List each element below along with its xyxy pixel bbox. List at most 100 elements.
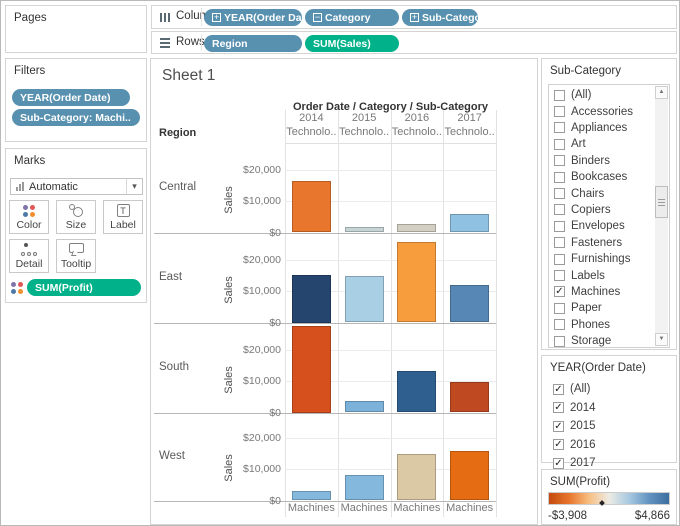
filter-item-envelopes[interactable]: Envelopes bbox=[549, 218, 669, 234]
bar[interactable] bbox=[450, 381, 490, 413]
filter-item-chairs[interactable]: Chairs bbox=[549, 185, 669, 201]
subcategory-header[interactable]: Technolo.. bbox=[444, 126, 495, 138]
checkbox[interactable] bbox=[554, 237, 565, 249]
bar[interactable] bbox=[397, 223, 437, 233]
x-axis-label[interactable]: Machines bbox=[446, 502, 494, 514]
x-axis-label[interactable]: Machines bbox=[287, 502, 335, 514]
filter-item-furnishings[interactable]: Furnishings bbox=[549, 251, 669, 267]
checkbox[interactable]: ✓ bbox=[553, 420, 564, 432]
bar[interactable] bbox=[291, 491, 331, 501]
bar[interactable] bbox=[397, 454, 437, 501]
scrollbar-thumb[interactable] bbox=[655, 186, 668, 218]
bar[interactable] bbox=[450, 284, 490, 323]
checkbox[interactable] bbox=[554, 270, 565, 282]
tooltip-button[interactable]: Tooltip bbox=[56, 239, 96, 273]
year-header[interactable]: 2014 bbox=[299, 112, 324, 124]
bar[interactable] bbox=[450, 451, 490, 501]
region-row-label[interactable]: East bbox=[159, 270, 183, 283]
filter-item--all-[interactable]: ✓ (All) bbox=[548, 380, 670, 399]
filter-item-labels[interactable]: Labels bbox=[549, 267, 669, 283]
filter-item-storage[interactable]: Storage bbox=[549, 333, 669, 347]
bar[interactable] bbox=[291, 325, 331, 413]
rows-pill-sum-sales-[interactable]: SUM(Sales) bbox=[305, 35, 399, 52]
expand-collapse-icon[interactable]: + bbox=[212, 12, 221, 22]
subcategory-header[interactable]: Technolo.. bbox=[339, 126, 390, 138]
filter-item-2015[interactable]: ✓ 2015 bbox=[548, 417, 670, 436]
scrollbar[interactable]: ▲ ▼ bbox=[655, 86, 668, 346]
pages-shelf[interactable]: Pages bbox=[5, 5, 147, 53]
scroll-up-icon[interactable]: ▲ bbox=[655, 86, 668, 99]
subcategory-header[interactable]: Technolo.. bbox=[286, 126, 337, 138]
rows-pill-region[interactable]: Region bbox=[204, 35, 302, 52]
checkbox[interactable] bbox=[554, 122, 565, 134]
color-button[interactable]: Color bbox=[9, 200, 49, 234]
subcategory-header[interactable]: Technolo.. bbox=[391, 126, 442, 138]
filter-pill-year-order-date-[interactable]: YEAR(Order Date) bbox=[12, 89, 130, 106]
scroll-down-icon[interactable]: ▼ bbox=[655, 333, 668, 346]
mark-type-dropdown[interactable]: Automatic ▾ bbox=[10, 178, 143, 195]
expand-collapse-icon[interactable]: − bbox=[313, 12, 322, 22]
gradient-marker[interactable] bbox=[598, 500, 605, 506]
filter-item-accessories[interactable]: Accessories bbox=[549, 103, 669, 119]
chevron-down-icon[interactable]: ▾ bbox=[126, 179, 142, 194]
bar[interactable] bbox=[344, 474, 384, 501]
filter-item-art[interactable]: Art bbox=[549, 136, 669, 152]
profit-encoding-pill[interactable]: SUM(Profit) bbox=[27, 279, 141, 296]
bar[interactable] bbox=[344, 226, 384, 233]
label-button[interactable]: T Label bbox=[103, 200, 143, 234]
filter-item-2017[interactable]: ✓ 2017 bbox=[548, 454, 670, 473]
checkbox[interactable] bbox=[554, 220, 565, 232]
checkbox[interactable]: ✓ bbox=[553, 383, 564, 395]
bar[interactable] bbox=[344, 275, 384, 323]
columns-shelf[interactable]: Columns +YEAR(Order Date)−Category+Sub-C… bbox=[151, 5, 677, 29]
region-row-label[interactable]: South bbox=[159, 360, 190, 373]
checkbox[interactable] bbox=[554, 171, 565, 183]
filter-item--all-[interactable]: (All) bbox=[549, 87, 669, 103]
region-row-label[interactable]: West bbox=[159, 449, 185, 462]
checkbox[interactable] bbox=[554, 106, 565, 118]
x-axis-label[interactable]: Machines bbox=[340, 502, 388, 514]
filter-item-2014[interactable]: ✓ 2014 bbox=[548, 399, 670, 418]
checkbox[interactable] bbox=[554, 319, 565, 331]
checkbox[interactable]: ✓ bbox=[553, 402, 564, 414]
filter-item-2016[interactable]: ✓ 2016 bbox=[548, 436, 670, 455]
detail-button[interactable]: Detail bbox=[9, 239, 49, 273]
checkbox[interactable] bbox=[554, 138, 565, 150]
filter-item-bookcases[interactable]: Bookcases bbox=[549, 169, 669, 185]
filter-item-appliances[interactable]: Appliances bbox=[549, 120, 669, 136]
checkbox[interactable] bbox=[554, 188, 565, 200]
filter-pill-sub-category-machi-[interactable]: Sub-Category: Machi.. bbox=[12, 109, 140, 126]
checkbox[interactable] bbox=[554, 302, 565, 314]
filter-item-phones[interactable]: Phones bbox=[549, 317, 669, 333]
checkbox[interactable] bbox=[554, 204, 565, 216]
bar[interactable] bbox=[291, 181, 331, 233]
expand-collapse-icon[interactable]: + bbox=[410, 12, 419, 22]
checkbox[interactable] bbox=[554, 335, 565, 347]
filter-item-fasteners[interactable]: Fasteners bbox=[549, 235, 669, 251]
size-button[interactable]: Size bbox=[56, 200, 96, 234]
checkbox[interactable] bbox=[554, 89, 565, 101]
filter-item-machines[interactable]: ✓ Machines bbox=[549, 284, 669, 300]
columns-pill-sub-category[interactable]: +Sub-Category bbox=[402, 9, 478, 26]
x-axis-label[interactable]: Machines bbox=[393, 502, 441, 514]
filters-shelf[interactable]: Filters YEAR(Order Date) Sub-Category: Ma… bbox=[5, 58, 147, 142]
year-header[interactable]: 2016 bbox=[404, 112, 430, 124]
column-field-header[interactable]: Order Date / Category / Sub-Category bbox=[293, 101, 488, 113]
bar[interactable] bbox=[344, 401, 384, 413]
region-row-label[interactable]: Central bbox=[159, 180, 197, 193]
bar[interactable] bbox=[291, 275, 331, 323]
year-header[interactable]: 2017 bbox=[457, 112, 482, 124]
bar[interactable] bbox=[397, 242, 437, 323]
checkbox[interactable]: ✓ bbox=[553, 457, 564, 469]
filter-item-binders[interactable]: Binders bbox=[549, 153, 669, 169]
filter-item-copiers[interactable]: Copiers bbox=[549, 202, 669, 218]
year-header[interactable]: 2015 bbox=[351, 112, 377, 124]
columns-pill-category[interactable]: − Category bbox=[305, 9, 399, 26]
checkbox[interactable] bbox=[554, 155, 565, 167]
checkbox[interactable] bbox=[554, 253, 565, 265]
columns-pill-year-order-date-[interactable]: +YEAR(Order Date) bbox=[204, 9, 302, 26]
profit-color-gradient[interactable] bbox=[548, 492, 670, 506]
bar[interactable] bbox=[397, 370, 437, 413]
bar[interactable] bbox=[450, 214, 490, 233]
filter-item-paper[interactable]: Paper bbox=[549, 300, 669, 316]
